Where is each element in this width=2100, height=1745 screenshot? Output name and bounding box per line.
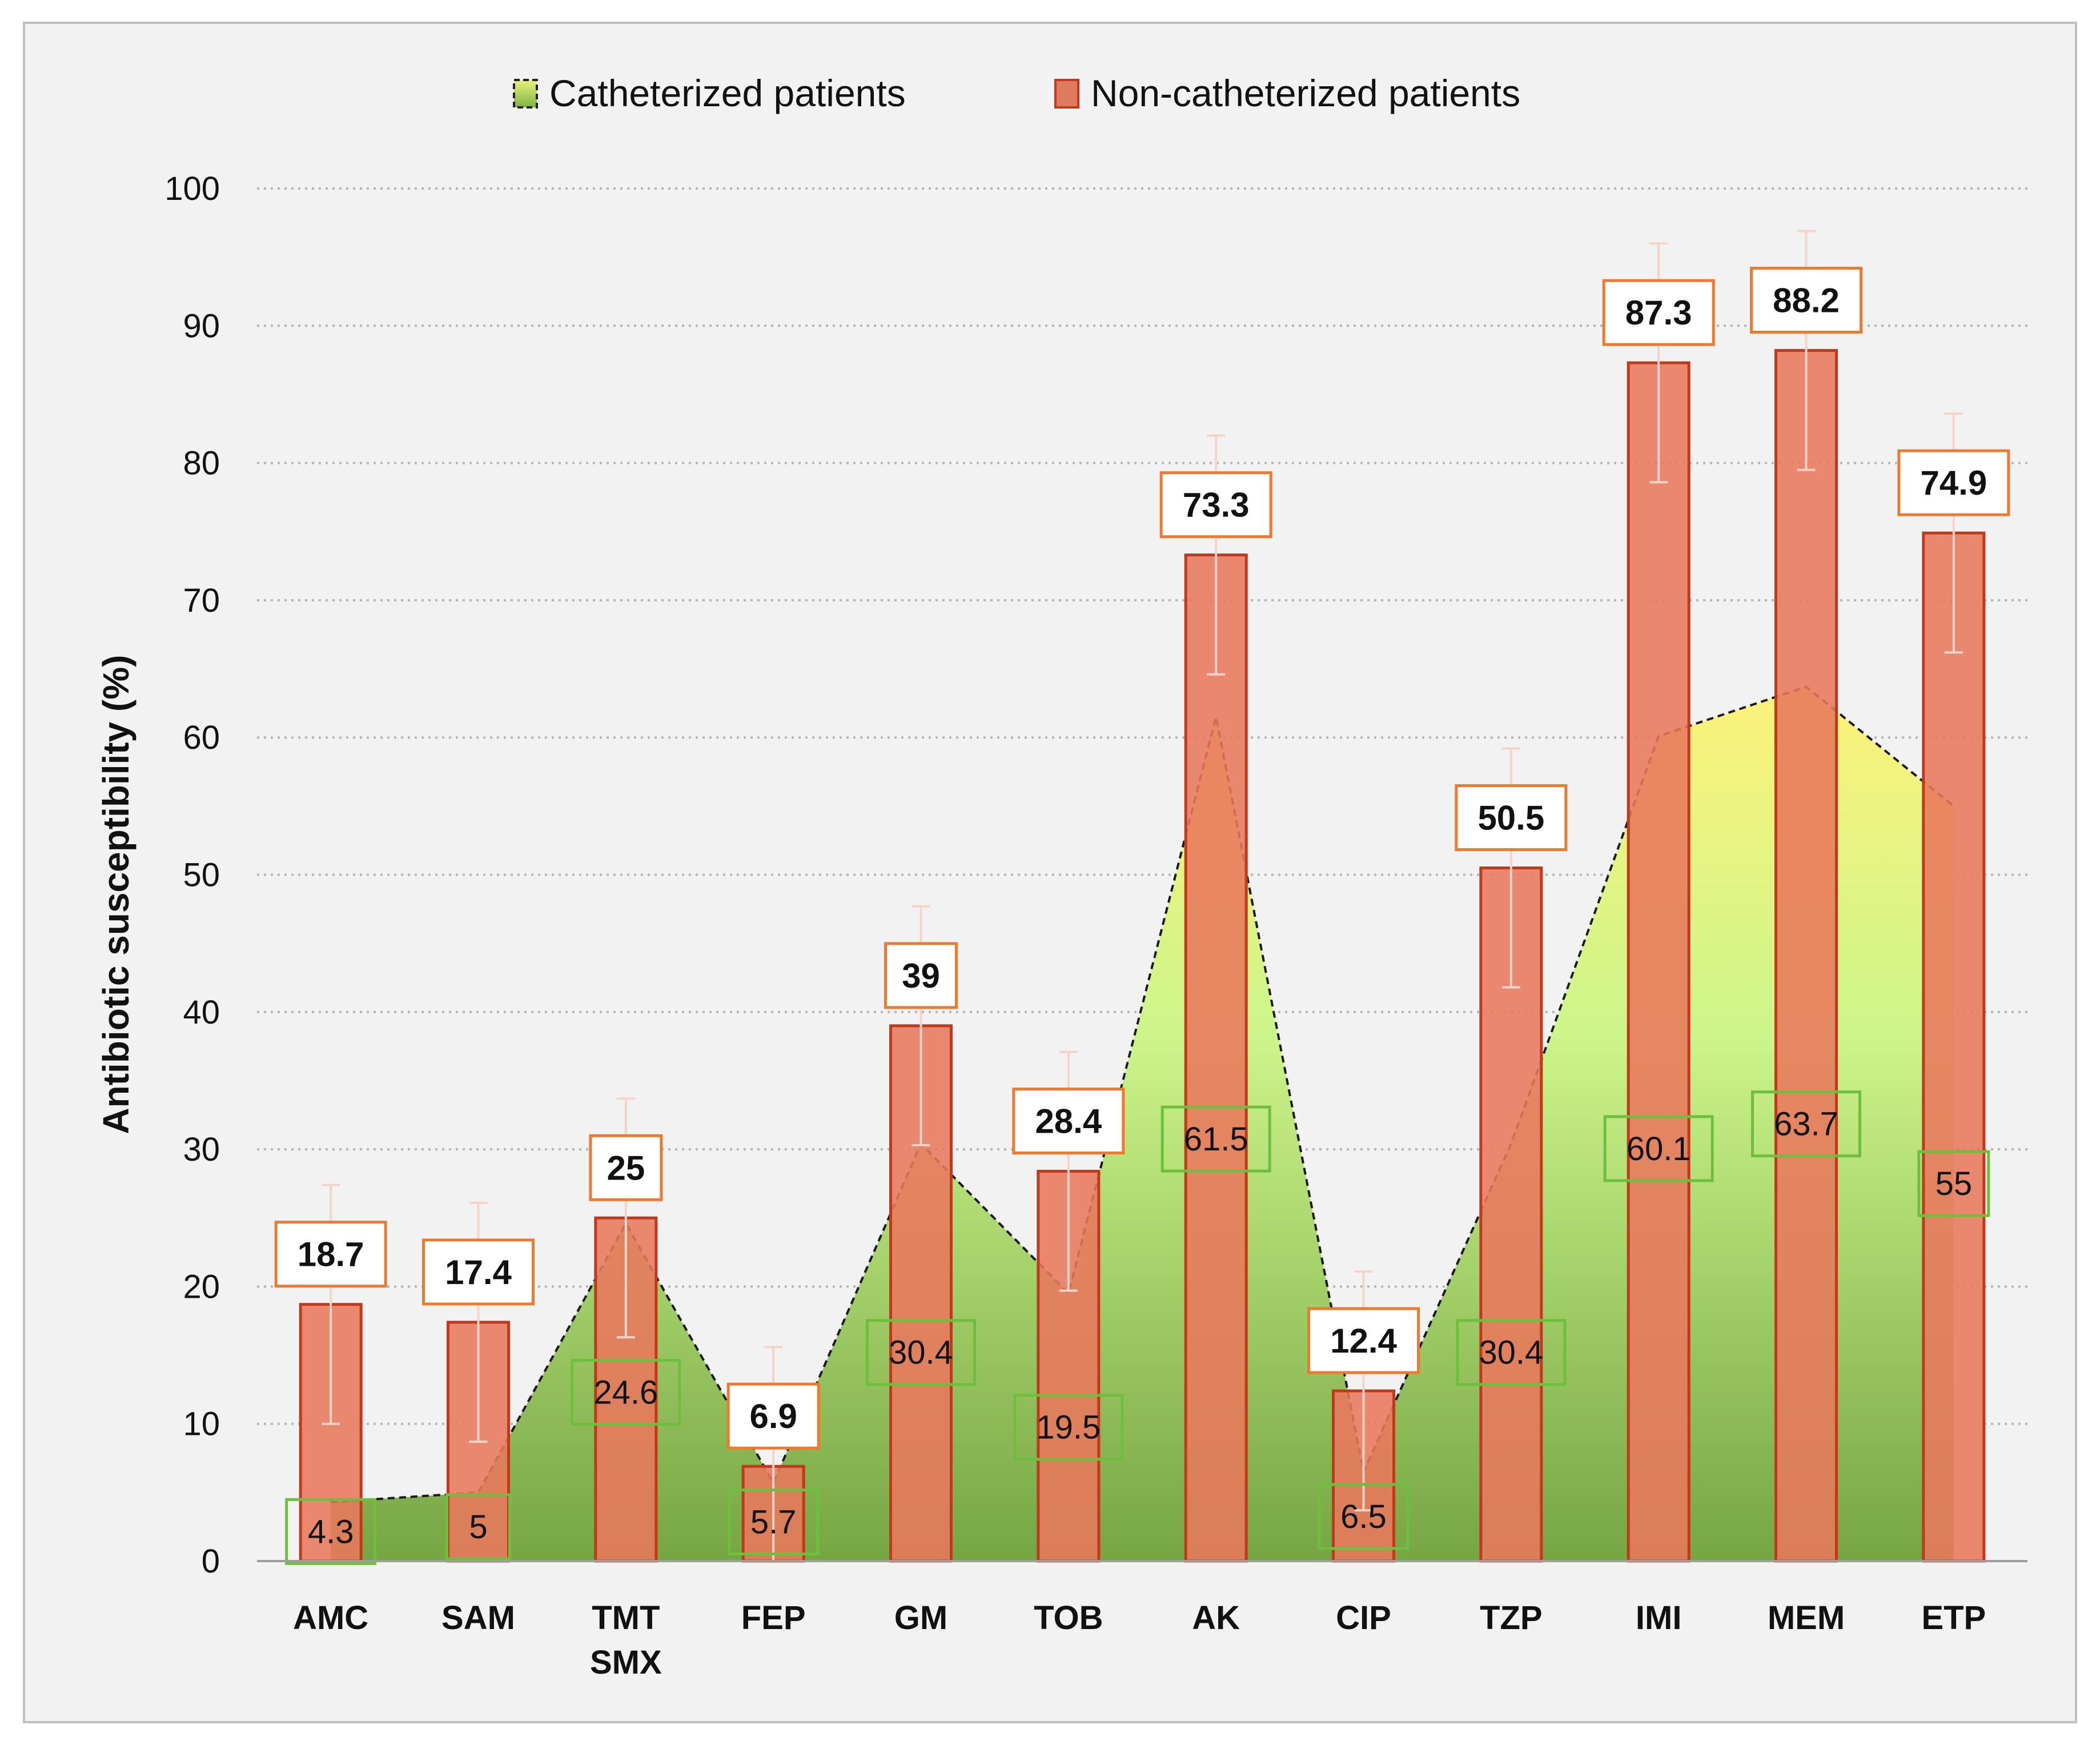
non-catheterized-label-box (1159, 471, 1272, 539)
x-tick-label: TZP (1480, 1599, 1543, 1636)
x-tick-label: TOB (1034, 1599, 1103, 1636)
x-tick-label: AK (1192, 1599, 1240, 1636)
catheterized-label-box (1318, 1483, 1410, 1550)
catheterized-data-labels: 4.3 5 24.6 5.7 30.4 19.5 61.5 6.5 30.4 60.1 63.7 55 (285, 1090, 1990, 1565)
y-axis-ticks: 0 10 20 30 40 50 60 70 80 90 100 (164, 170, 220, 1580)
legend: Catheterized patients Non-catheterized p… (513, 72, 1520, 114)
catheterized-label-box (1603, 1115, 1714, 1182)
catheterized-label-box (445, 1493, 511, 1561)
catheterized-label: 5 (469, 1509, 487, 1546)
non-catheterized-label-box (1602, 279, 1715, 346)
catheterized-label-box (728, 1489, 820, 1556)
non-catheterized-label: 18.7 (298, 1235, 364, 1274)
non-catheterized-label: 25 (607, 1149, 645, 1187)
catheterized-label-box (1013, 1394, 1124, 1461)
non-catheterized-label: 17.4 (445, 1253, 512, 1291)
y-tick-label: 10 (183, 1406, 220, 1443)
non-catheterized-label: 87.3 (1625, 294, 1692, 332)
non-catheterized-label: 50.5 (1477, 799, 1544, 837)
y-axis-label: Antibiotic susceptibility (%) (95, 655, 136, 1134)
catheterized-label: 4.3 (308, 1513, 354, 1550)
non-catheterized-label-box (1897, 449, 2010, 516)
catheterized-label-box (571, 1358, 681, 1426)
catheterized-label: 55 (1936, 1165, 1973, 1202)
bar (1774, 349, 1838, 1563)
non-catheterized-label: 73.3 (1183, 486, 1250, 524)
x-tick-label: GM (894, 1599, 947, 1636)
bar (1037, 1170, 1101, 1563)
catheterized-label-box (1917, 1150, 1990, 1217)
x-tick-label: TMT (592, 1599, 660, 1636)
catheterized-label: 5.7 (750, 1504, 797, 1541)
y-tick-label: 30 (183, 1131, 220, 1168)
non-catheterized-label-box (726, 1382, 820, 1450)
non-catheterized-label-box (422, 1238, 535, 1306)
non-catheterized-label: 88.2 (1773, 282, 1840, 320)
y-tick-label: 70 (183, 582, 220, 619)
x-tick-label: FEP (741, 1599, 806, 1636)
y-tick-label: 20 (183, 1268, 220, 1305)
y-tick-label: 60 (183, 719, 220, 756)
bar (1184, 553, 1248, 1563)
legend-swatch-catheterized (513, 79, 538, 109)
non-catheterized-label: 39 (902, 957, 940, 995)
x-tick-label: CIP (1336, 1599, 1391, 1636)
catheterized-label: 19.5 (1036, 1409, 1101, 1446)
y-tick-label: 0 (202, 1543, 220, 1580)
y-tick-label: 100 (164, 170, 220, 207)
catheterized-label: 6.5 (1340, 1498, 1387, 1535)
x-tick-label: IMI (1636, 1599, 1682, 1636)
non-catheterized-label-box (1455, 784, 1568, 851)
x-tick-label: ETP (1921, 1599, 1986, 1636)
non-catheterized-label: 74.9 (1920, 464, 1987, 502)
catheterized-label-box (866, 1319, 976, 1386)
x-axis-ticks: AMC SAM TMT SMX FEP GM TOB AK CIP TZP IMI MEM ETP (293, 1599, 1986, 1681)
non-catheterized-label-box (1012, 1088, 1125, 1155)
legend-label-catheterized: Catheterized patients (549, 72, 906, 114)
bar (1627, 361, 1691, 1563)
catheterized-label: 60.1 (1627, 1130, 1691, 1168)
non-catheterized-label-box (1307, 1307, 1420, 1374)
catheterized-label: 63.7 (1774, 1106, 1838, 1143)
catheterized-label: 61.5 (1184, 1121, 1248, 1158)
catheterized-label: 30.4 (1479, 1334, 1543, 1371)
non-catheterized-label: 6.9 (749, 1397, 797, 1435)
catheterized-label: 30.4 (889, 1334, 953, 1371)
y-tick-label: 50 (183, 857, 220, 894)
x-tick-label: SAM (441, 1599, 515, 1636)
non-catheterized-label-box (274, 1221, 387, 1288)
non-catheterized-label-box (1750, 267, 1862, 334)
x-tick-label: SMX (590, 1644, 662, 1681)
catheterized-area-fill (331, 687, 1954, 1561)
x-tick-label: AMC (293, 1599, 368, 1636)
non-catheterized-bars (299, 349, 1986, 1563)
catheterized-label-box (1456, 1319, 1567, 1386)
catheterized-label-box (285, 1498, 377, 1565)
legend-label-non-catheterized: Non-catheterized patients (1091, 72, 1520, 114)
legend-swatch-non-catheterized (1054, 79, 1079, 109)
non-catheterized-label-box (589, 1134, 663, 1201)
catheterized-label-box (1751, 1090, 1861, 1158)
bar (1922, 531, 1986, 1563)
non-catheterized-label: 12.4 (1330, 1322, 1397, 1360)
y-tick-label: 80 (183, 445, 220, 482)
x-tick-label: MEM (1768, 1599, 1845, 1636)
y-tick-label: 90 (183, 307, 220, 344)
non-catheterized-label: 28.4 (1035, 1102, 1102, 1141)
non-catheterized-label-box (884, 942, 958, 1009)
non-catheterized-data-labels: 18.7 17.4 25 6.9 39 28.4 73.3 12.4 50.5 87.3 88.2 7… (274, 267, 2010, 1450)
catheterized-label: 24.6 (593, 1374, 658, 1411)
catheterized-label-box (1161, 1105, 1271, 1173)
y-tick-label: 40 (183, 994, 220, 1031)
